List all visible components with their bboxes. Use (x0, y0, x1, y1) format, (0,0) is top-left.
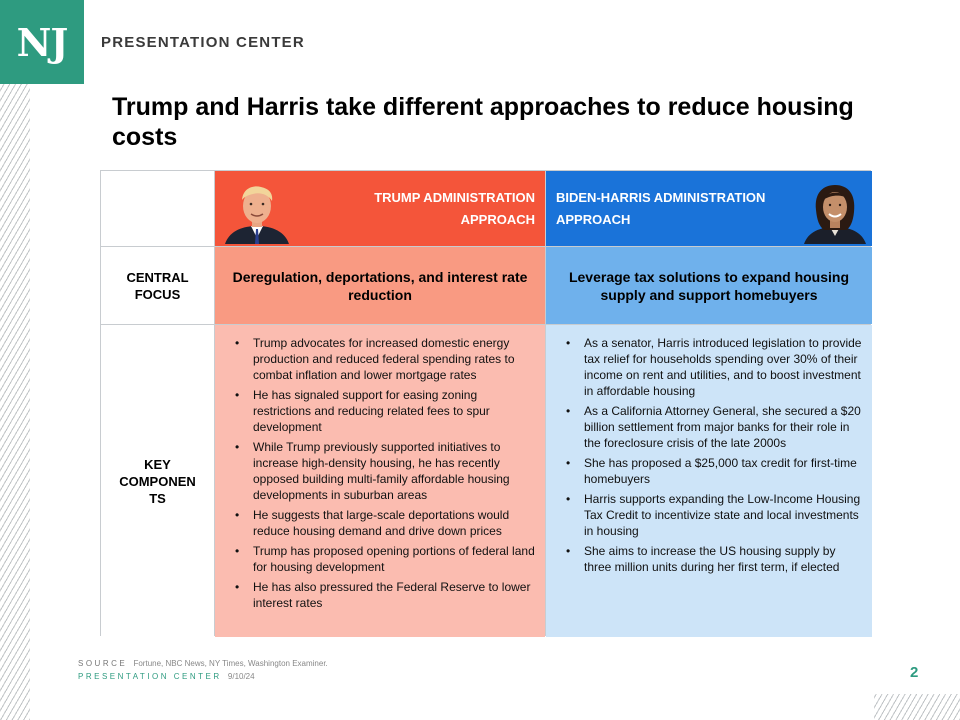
source-line: SOURCE Fortune, NBC News, NY Times, Wash… (78, 659, 328, 668)
trump-portrait (225, 186, 289, 244)
list-item: She aims to increase the US housing supp… (564, 543, 862, 575)
trump-bullet-list: Trump advocates for increased domestic e… (233, 335, 535, 611)
row-label-key-components: KEY COMPONEN TS (101, 325, 214, 637)
list-item: As a California Attorney General, she se… (564, 403, 862, 451)
list-item: Harris supports expanding the Low-Income… (564, 491, 862, 539)
harris-portrait (804, 185, 866, 244)
table-corner-cell (101, 171, 214, 246)
list-item: He suggests that large-scale deportation… (233, 507, 535, 539)
decorative-hatch-bottom-right (874, 694, 960, 720)
trump-header-cell: TRUMP ADMINISTRATION APPROACH (215, 171, 545, 246)
list-item: As a senator, Harris introduced legislat… (564, 335, 862, 399)
trump-header-line2: APPROACH (460, 212, 535, 227)
harris-central-focus: Leverage tax solutions to expand housing… (546, 247, 872, 324)
source-text: Fortune, NBC News, NY Times, Washington … (133, 659, 328, 668)
decorative-hatch-left (0, 84, 30, 720)
list-item: While Trump previously supported initiat… (233, 439, 535, 503)
footer-brand-label: PRESENTATION CENTER (78, 672, 222, 681)
trump-key-components: Trump advocates for increased domestic e… (215, 325, 545, 637)
harris-header-line2: APPROACH (556, 212, 631, 227)
harris-header-line1: BIDEN-HARRIS ADMINISTRATION (556, 190, 766, 205)
list-item: He has also pressured the Federal Reserv… (233, 579, 535, 611)
row-label-central-focus: CENTRAL FOCUS (101, 247, 214, 324)
comparison-table: TRUMP ADMINISTRATION APPROACH BIDEN-HARR… (100, 170, 872, 637)
list-item: Trump advocates for increased domestic e… (233, 335, 535, 383)
footer-date: 9/10/24 (227, 672, 255, 681)
trump-central-focus: Deregulation, deportations, and interest… (215, 247, 545, 324)
trump-header-line1: TRUMP ADMINISTRATION (374, 190, 535, 205)
list-item: She has proposed a $25,000 tax credit fo… (564, 455, 862, 487)
harris-header-cell: BIDEN-HARRIS ADMINISTRATION APPROACH (546, 171, 872, 246)
footer-brand-line: PRESENTATION CENTER 9/10/24 (78, 672, 255, 681)
harris-bullet-list: As a senator, Harris introduced legislat… (564, 335, 862, 575)
nj-logo: NJ (0, 0, 84, 84)
brand-name: PRESENTATION CENTER (101, 34, 305, 51)
page-number: 2 (910, 664, 919, 681)
source-label: SOURCE (78, 659, 128, 668)
harris-key-components: As a senator, Harris introduced legislat… (546, 325, 872, 637)
list-item: He has signaled support for easing zonin… (233, 387, 535, 435)
slide-title: Trump and Harris take different approach… (112, 93, 854, 151)
list-item: Trump has proposed opening portions of f… (233, 543, 535, 575)
